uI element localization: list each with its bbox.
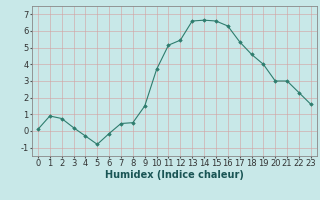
X-axis label: Humidex (Indice chaleur): Humidex (Indice chaleur) bbox=[105, 170, 244, 180]
